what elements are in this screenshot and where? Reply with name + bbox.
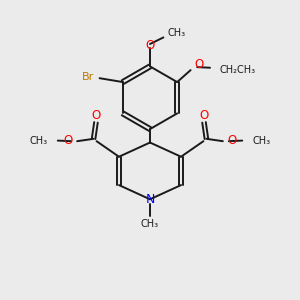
Text: N: N: [145, 193, 155, 206]
Text: CH₃: CH₃: [253, 136, 271, 146]
Text: O: O: [195, 58, 204, 71]
Text: Br: Br: [82, 72, 94, 82]
Text: O: O: [200, 109, 209, 122]
Text: O: O: [227, 134, 237, 147]
Text: CH₂CH₃: CH₂CH₃: [220, 65, 256, 75]
Text: O: O: [146, 39, 154, 52]
Text: CH₃: CH₃: [29, 136, 47, 146]
Text: CH₃: CH₃: [141, 219, 159, 229]
Text: O: O: [63, 134, 73, 147]
Text: O: O: [91, 109, 101, 122]
Text: CH₃: CH₃: [168, 28, 186, 38]
